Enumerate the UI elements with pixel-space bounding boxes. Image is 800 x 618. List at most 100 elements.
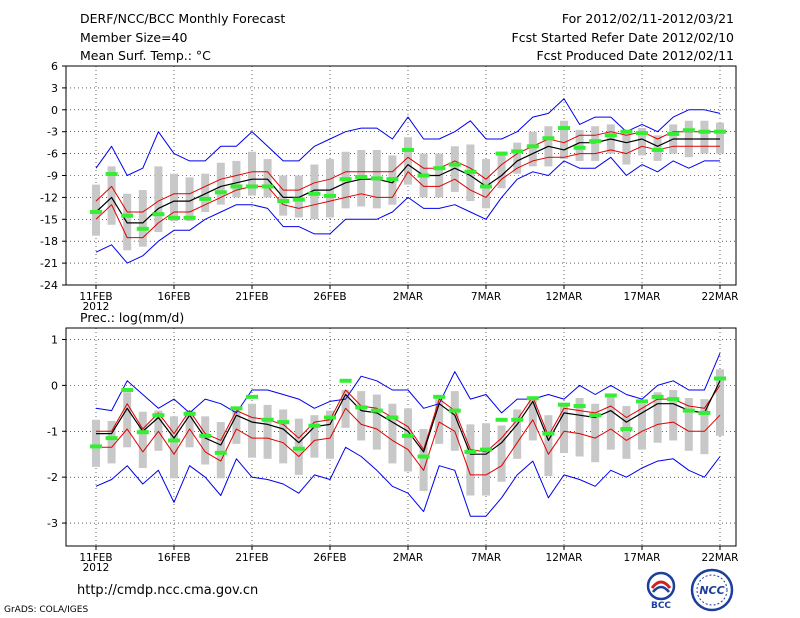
x-tick-label: 11FEB (79, 291, 112, 303)
observed-marker (308, 191, 321, 196)
spread-box (294, 175, 303, 218)
series-line-mean (96, 380, 721, 455)
spread-box (560, 120, 568, 160)
observed-marker (511, 417, 524, 422)
y-tick-label: -3 (47, 126, 58, 139)
observed-marker (526, 396, 539, 401)
spread-box (170, 416, 178, 479)
header-period: For 2012/02/11-2012/03/21 (561, 11, 734, 26)
observed-marker (464, 169, 477, 174)
observed-marker (90, 210, 102, 214)
spread-box (279, 175, 288, 216)
observed-marker (589, 139, 602, 144)
spread-box (372, 394, 381, 450)
observed-marker (386, 177, 399, 182)
ncc-logo: NCC (690, 568, 734, 612)
y-tick-label: -24 (40, 279, 58, 292)
header-produced-date: Fcst Produced Date 2012/02/11 (536, 48, 734, 63)
year-label: 2012 (83, 301, 110, 313)
observed-marker (90, 444, 102, 449)
temperature-panel: -24 -21 -18 -15 -12 -9 -6 -3 0 3 6 11FEB 16FEB 21FEB 2… (40, 60, 738, 313)
spread-box (107, 166, 116, 225)
observed-marker (698, 410, 711, 415)
spread-box (653, 392, 662, 443)
observed-marker (230, 184, 243, 189)
x-tick-label: 21FEB (235, 291, 268, 303)
observed-marker (152, 413, 165, 418)
precipitation-panel: -3 -2 -1 0 1 11FEB 16FEB 21FEB 26FEB 2MAR 7MAR 12MA… (47, 327, 739, 574)
x-tick-label: 16FEB (157, 552, 190, 564)
observed-marker (636, 131, 648, 136)
observed-marker (480, 447, 492, 452)
spread-box (92, 419, 100, 467)
y-tick-label: -1 (47, 425, 58, 438)
x-tick-label: 22MAR (702, 552, 739, 564)
observed-marker (370, 176, 383, 181)
observed-marker (433, 394, 446, 399)
spread-box (669, 389, 678, 441)
x-tick-label: 7MAR (471, 291, 501, 303)
observed-marker (589, 413, 602, 418)
spread-box (419, 428, 428, 491)
observed-marker (620, 426, 633, 431)
observed-marker (292, 446, 305, 451)
year-label: 2012 (83, 562, 110, 574)
y-tick-label: 0 (51, 379, 58, 392)
header-member-size: Member Size=40 (80, 30, 188, 45)
y-tick-label: -2 (47, 471, 58, 484)
y-tick-label: -21 (40, 257, 58, 270)
observed-marker (448, 408, 461, 413)
x-tick-label: 2MAR (393, 552, 423, 564)
spread-box (513, 142, 522, 174)
spread-box (606, 395, 615, 450)
observed-marker (105, 436, 118, 441)
x-tick-label: 12MAR (546, 291, 583, 303)
y-tick-label: -18 (40, 235, 58, 248)
observed-marker (402, 433, 414, 438)
spread-box (326, 159, 334, 218)
spread-box (263, 159, 272, 198)
observed-marker (183, 215, 196, 220)
x-tick-label: 26FEB (313, 552, 346, 564)
x-tick-label: 17MAR (624, 552, 661, 564)
spread-box (700, 399, 709, 455)
spread-box (544, 415, 553, 477)
observed-marker (433, 166, 446, 171)
observed-marker (495, 417, 508, 422)
observed-marker (324, 415, 336, 420)
spread-box (123, 392, 132, 448)
x-tick-label: 12MAR (546, 552, 583, 564)
ncc-logo-text: NCC (699, 584, 724, 597)
spread-box (716, 122, 724, 154)
observed-marker (464, 449, 477, 454)
spread-box (466, 424, 475, 496)
spread-box (201, 173, 210, 212)
spread-box (232, 410, 241, 444)
spread-box (154, 166, 163, 233)
spread-box (154, 410, 163, 451)
spread-box (248, 403, 256, 458)
spread-box (591, 126, 600, 161)
observed-marker (417, 454, 430, 459)
spread-box (684, 397, 693, 451)
spread-box (201, 416, 210, 465)
y-tick-label: 3 (51, 82, 58, 95)
observed-marker (168, 438, 180, 443)
observed-marker (136, 226, 149, 231)
series-line-max (95, 353, 721, 414)
observed-marker (261, 184, 274, 189)
observed-marker (292, 197, 305, 202)
series-line-p75 (96, 385, 721, 453)
observed-marker (199, 433, 212, 438)
precip-panel-title: Prec.: log(mm/d) (80, 310, 184, 325)
observed-marker (542, 431, 555, 436)
y-tick-label: -9 (47, 170, 58, 183)
spread-box (638, 128, 646, 156)
observed-marker (511, 149, 524, 154)
spread-box (638, 403, 646, 450)
observed-marker (682, 128, 695, 133)
observed-marker (667, 397, 680, 402)
observed-marker (324, 193, 336, 198)
series-line-p25 (96, 407, 721, 476)
observed-marker (558, 126, 570, 131)
